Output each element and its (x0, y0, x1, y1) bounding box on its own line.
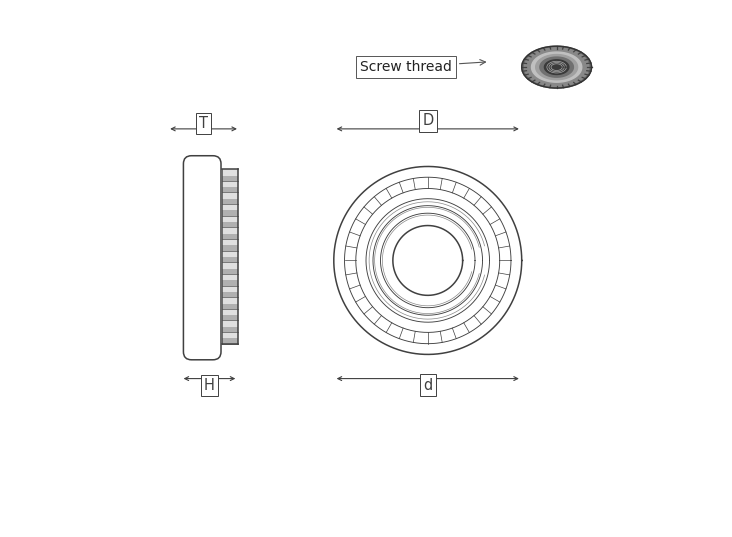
Polygon shape (536, 55, 578, 79)
Text: H: H (203, 378, 214, 393)
Text: Screw thread: Screw thread (360, 60, 485, 74)
Polygon shape (525, 48, 589, 86)
Polygon shape (540, 57, 573, 77)
Polygon shape (545, 60, 569, 75)
Text: d: d (423, 378, 433, 393)
Polygon shape (522, 46, 591, 88)
Text: T: T (199, 116, 208, 131)
Text: D: D (422, 113, 433, 128)
Polygon shape (531, 52, 582, 82)
FancyBboxPatch shape (184, 156, 221, 360)
